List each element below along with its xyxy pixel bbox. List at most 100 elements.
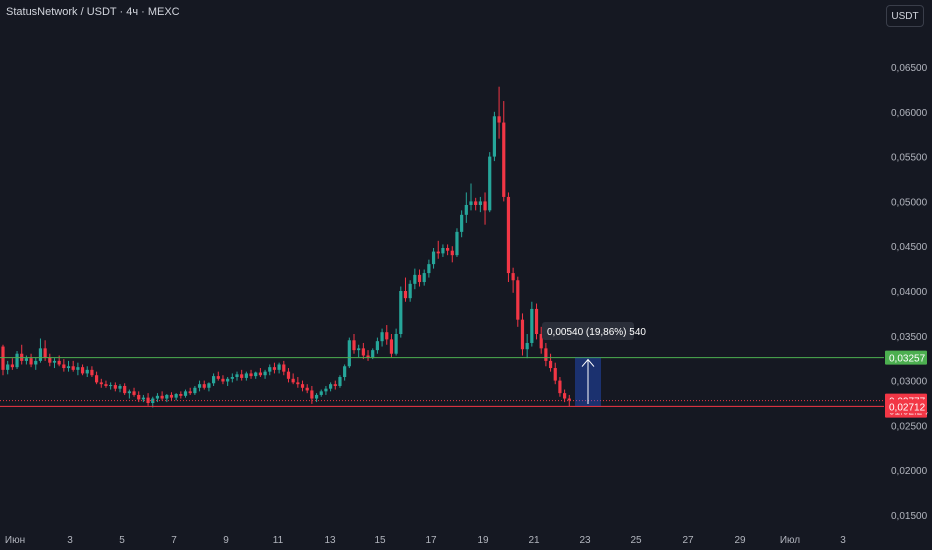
candle — [422, 269, 426, 286]
candle-body — [268, 367, 272, 372]
candle-body — [553, 368, 557, 381]
candle-body — [310, 390, 314, 399]
candle — [548, 353, 553, 372]
currency-button[interactable]: USDT — [886, 5, 924, 27]
candle — [230, 373, 234, 383]
symbol-title[interactable]: StatusNetwork / USDT · 4ч · MEXC — [6, 6, 180, 18]
candle-body — [160, 395, 164, 399]
candle — [319, 389, 323, 397]
candle — [469, 183, 473, 211]
candle — [263, 369, 267, 379]
candle-body — [104, 384, 108, 386]
candle-body — [417, 274, 422, 283]
candle — [24, 355, 28, 365]
candle-body — [183, 391, 188, 396]
candle-body — [516, 280, 520, 320]
candle-body — [548, 360, 553, 369]
candle — [20, 344, 24, 365]
candle-body — [380, 332, 384, 342]
candle — [352, 334, 356, 354]
candle-body — [544, 348, 548, 361]
candle-body — [235, 374, 239, 378]
candle-body — [95, 375, 99, 383]
candle — [29, 353, 33, 368]
candle-body — [563, 393, 567, 399]
candle — [254, 371, 258, 379]
candle-body — [441, 247, 445, 254]
candle-body — [520, 319, 525, 350]
candle — [441, 244, 445, 257]
candle-body — [258, 372, 262, 376]
candle-body — [179, 394, 183, 396]
measure-arrow-head — [581, 358, 595, 367]
candle — [338, 375, 342, 388]
candle — [277, 362, 281, 374]
candle-body — [155, 395, 160, 399]
candle — [394, 328, 398, 356]
candle-body — [132, 391, 136, 395]
candle-body — [66, 366, 71, 369]
candle — [104, 380, 108, 388]
price-lines-layer — [0, 357, 884, 407]
candle — [95, 371, 99, 385]
candle-body — [15, 353, 19, 368]
candle — [272, 362, 277, 374]
candle-body — [506, 196, 511, 274]
candle-body — [71, 366, 75, 370]
candle — [474, 197, 478, 211]
candle — [202, 380, 206, 390]
candle-body — [422, 273, 426, 283]
candle-body — [464, 204, 468, 215]
candle-body — [530, 308, 534, 343]
candle — [427, 259, 431, 278]
candle — [34, 357, 38, 370]
candle-body — [497, 116, 501, 123]
candle — [183, 389, 188, 398]
candle-body — [76, 367, 80, 370]
x-tick-label: 15 — [374, 535, 386, 546]
candle-body — [6, 364, 10, 370]
candle — [193, 385, 197, 395]
candle-body — [446, 247, 450, 251]
candle — [141, 394, 145, 403]
candle-body — [319, 391, 323, 395]
candle — [174, 393, 178, 401]
candle — [132, 387, 136, 397]
candle-body — [296, 382, 300, 385]
candle-body — [146, 397, 150, 403]
candle — [483, 192, 487, 225]
y-tick-label: 0,05500 — [891, 153, 928, 164]
candle-body — [413, 274, 417, 284]
candle-body — [188, 391, 192, 394]
candle — [80, 364, 85, 376]
candle — [357, 344, 361, 358]
candle-body — [525, 342, 529, 350]
x-tick-label: 23 — [579, 535, 591, 546]
x-tick-label: Июн — [5, 535, 25, 546]
candle — [15, 351, 19, 369]
candle-body — [455, 231, 459, 256]
candle — [212, 373, 216, 386]
candle-body — [286, 371, 291, 379]
candle — [520, 313, 525, 356]
candle — [446, 244, 450, 256]
candle-body — [408, 283, 412, 299]
candle-body — [469, 201, 473, 205]
candle-body — [38, 348, 43, 361]
candle-body — [99, 382, 103, 385]
candle — [296, 377, 300, 388]
candle-body — [389, 339, 394, 354]
candle-body — [212, 376, 216, 384]
candle-body — [329, 384, 333, 389]
x-tick-label: 3 — [840, 535, 846, 546]
candle — [385, 325, 389, 345]
candle-body — [483, 201, 487, 211]
x-tick-label: 19 — [477, 535, 489, 546]
candle — [52, 358, 57, 369]
x-tick-label: 11 — [273, 535, 284, 546]
candle-body — [399, 291, 403, 335]
candle — [506, 192, 511, 283]
candle — [497, 86, 501, 139]
candle — [488, 152, 492, 213]
